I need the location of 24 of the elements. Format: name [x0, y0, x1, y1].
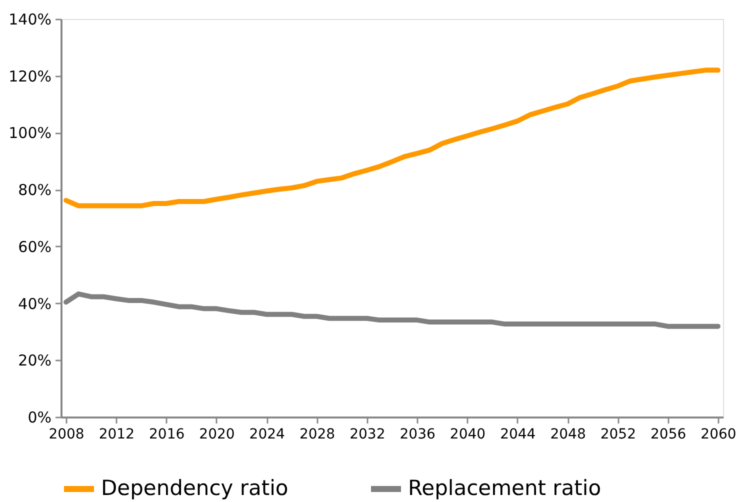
y-tick-label: 120% [8, 67, 52, 86]
x-tick-label: 2020 [199, 426, 235, 442]
legend-label: Replacement ratio [408, 476, 602, 500]
y-tick-label: 0% [28, 408, 52, 426]
x-tick-label: 2016 [149, 426, 185, 442]
y-tick-label: 80% [18, 181, 52, 200]
y-tick-label: 100% [8, 124, 52, 142]
x-tick-label: 2056 [650, 426, 686, 442]
x-tick-label: 2048 [550, 426, 586, 442]
x-tick-label: 2060 [700, 426, 736, 442]
x-tick-label: 2040 [450, 426, 486, 442]
y-tick-label: 40% [18, 294, 52, 313]
y-tick-label: 140% [8, 10, 52, 28]
x-tick-label: 2032 [350, 426, 386, 442]
x-tick-label: 2012 [98, 426, 134, 442]
x-tick-label: 2044 [500, 426, 536, 442]
x-tick-label: 2028 [299, 426, 336, 442]
x-tick-label: 2036 [400, 426, 436, 442]
legend-label: Dependency ratio [101, 476, 288, 500]
y-tick-label: 20% [18, 352, 52, 370]
x-tick-label: 2024 [249, 426, 286, 442]
y-tick-label: 60% [18, 238, 52, 256]
x-tick-label: 2008 [48, 426, 84, 442]
x-tick-label: 2052 [600, 426, 636, 442]
